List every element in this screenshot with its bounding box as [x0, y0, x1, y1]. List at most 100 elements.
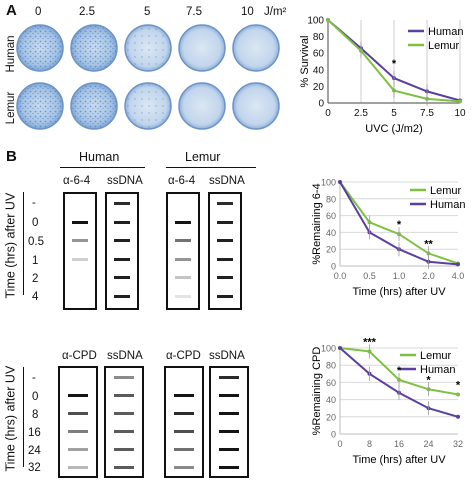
blot-band [113, 448, 135, 451]
chart-remaining-cpd: 0 20 40 60 80 100 0 8 16 24 32 %Remaining CPD Time (… [311, 336, 463, 466]
bottom-time-axis-line [23, 367, 24, 467]
x-tick-label: 16 [394, 439, 404, 449]
blot-band [174, 276, 192, 279]
blot-bottom-lemur-cpd [164, 366, 204, 478]
significance-marker: * [426, 374, 431, 386]
significance-marker: * [397, 219, 402, 231]
y-tick-label: 40 [313, 65, 325, 76]
x-tick-label: 24 [423, 439, 433, 449]
blot-band [67, 394, 89, 397]
x-tick-label: 0.0 [334, 271, 347, 281]
blot-band [174, 294, 192, 298]
legend-label-human: Human [428, 26, 463, 38]
dose-label-5: 5 [144, 6, 151, 18]
chart-survival: 0 20 40 60 80 100 0 2.5 5 7.5 10 % Survival UVC (J/m… [300, 16, 466, 136]
legend-label-lemur: Lemur [430, 185, 462, 197]
blot-band [173, 394, 195, 397]
plate-lemur-0 [16, 82, 64, 130]
blot-band [216, 276, 234, 279]
plate-human-0 [16, 24, 64, 72]
x-axis-label: UVC (J/m2) [365, 123, 422, 135]
blot-band [174, 220, 192, 224]
bottom-time-1: 0 [32, 391, 39, 403]
bottom-time-4: 24 [28, 445, 41, 457]
y-tick-label: 40 [326, 228, 336, 238]
blot-band [67, 430, 89, 433]
blot-bottom-human-ssdna [104, 366, 144, 478]
bottom-time-3: 16 [28, 427, 41, 439]
data-point-human [456, 414, 460, 419]
top-time-5: 4 [32, 291, 39, 303]
dose-label-2-5: 2.5 [79, 6, 95, 18]
group-header-human: Human [79, 150, 120, 164]
y-axis-label: % Survival [300, 36, 311, 88]
bottom-time-2: 8 [32, 409, 39, 421]
dose-label-10: 10 [241, 6, 254, 18]
significance-marker: * [397, 365, 402, 377]
blot-band [173, 466, 195, 469]
blot-band [173, 448, 195, 451]
blot-band [113, 257, 131, 261]
data-point-lemur [456, 392, 460, 397]
blot-band [216, 239, 234, 242]
x-tick-label: 5 [391, 108, 397, 119]
blot-band [67, 412, 89, 415]
y-tick-label: 60 [326, 211, 336, 221]
dose-label-7-5: 7.5 [186, 6, 202, 18]
significance-marker: * [456, 379, 461, 391]
blot-band [67, 448, 89, 451]
blot-band [113, 376, 135, 379]
blot-band [216, 202, 234, 205]
top-col-lemur-6-4: α-6-4 [168, 175, 196, 187]
blot-band [113, 466, 135, 469]
blot-top-lemur-ssdna [208, 192, 242, 310]
y-tick-label: 60 [313, 49, 325, 60]
group-header-lemur: Lemur [185, 150, 221, 164]
colony-plates [16, 24, 280, 130]
legend-label-human: Human [430, 199, 465, 211]
y-tick-label: 80 [326, 361, 336, 371]
blot-band [216, 294, 234, 298]
x-tick-label: 0.5 [363, 271, 376, 281]
top-time-1: 0 [32, 217, 39, 229]
plate-lemur-7-5 [178, 82, 226, 130]
blot-band [113, 239, 131, 242]
blot-band [113, 430, 135, 433]
blot-band [71, 220, 89, 224]
bottom-col-human-ssdna: ssDNA [107, 350, 143, 362]
x-tick-label: 1.0 [393, 271, 406, 281]
x-tick-label: 7.5 [420, 108, 434, 119]
bottom-time-axis-label: Time (hrs) after UV [3, 365, 18, 472]
x-tick-label: 0 [325, 108, 331, 119]
y-axis-label: %Remaining 6-4 [311, 183, 323, 264]
data-point-human [338, 180, 342, 184]
x-tick-label: 8 [367, 439, 372, 449]
plate-human-5 [124, 24, 172, 72]
y-axis-label: %Remaining CPD [311, 347, 323, 436]
x-tick-label: 0 [337, 439, 342, 449]
top-col-human-ssdna: ssDNA [107, 175, 143, 187]
blot-top-lemur-6-4 [166, 192, 200, 310]
blot-band [113, 394, 135, 397]
blot-top-human-6-4 [63, 192, 97, 310]
plate-lemur-2-5 [70, 82, 118, 130]
top-col-lemur-ssdna: ssDNA [209, 175, 245, 187]
dose-unit: J/m² [264, 6, 287, 18]
significance-marker: *** [363, 336, 377, 348]
plate-lemur-10 [232, 82, 280, 130]
top-time-0: - [32, 197, 36, 209]
data-point-lemur [326, 18, 330, 22]
bottom-time-0: - [32, 372, 36, 384]
human-header-rule [60, 167, 145, 168]
blot-band [218, 376, 240, 379]
legend-label-lemur: Lemur [428, 40, 460, 52]
y-tick-label: 20 [326, 245, 336, 255]
x-tick-label: 2.5 [354, 108, 368, 119]
blot-band [71, 239, 89, 242]
significance-marker: * [392, 58, 397, 70]
blot-band [218, 394, 240, 397]
top-time-axis-label: Time (hrs) after UV [3, 192, 18, 299]
top-time-4: 2 [32, 273, 39, 285]
blot-band [218, 448, 240, 451]
blot-band [174, 257, 192, 261]
